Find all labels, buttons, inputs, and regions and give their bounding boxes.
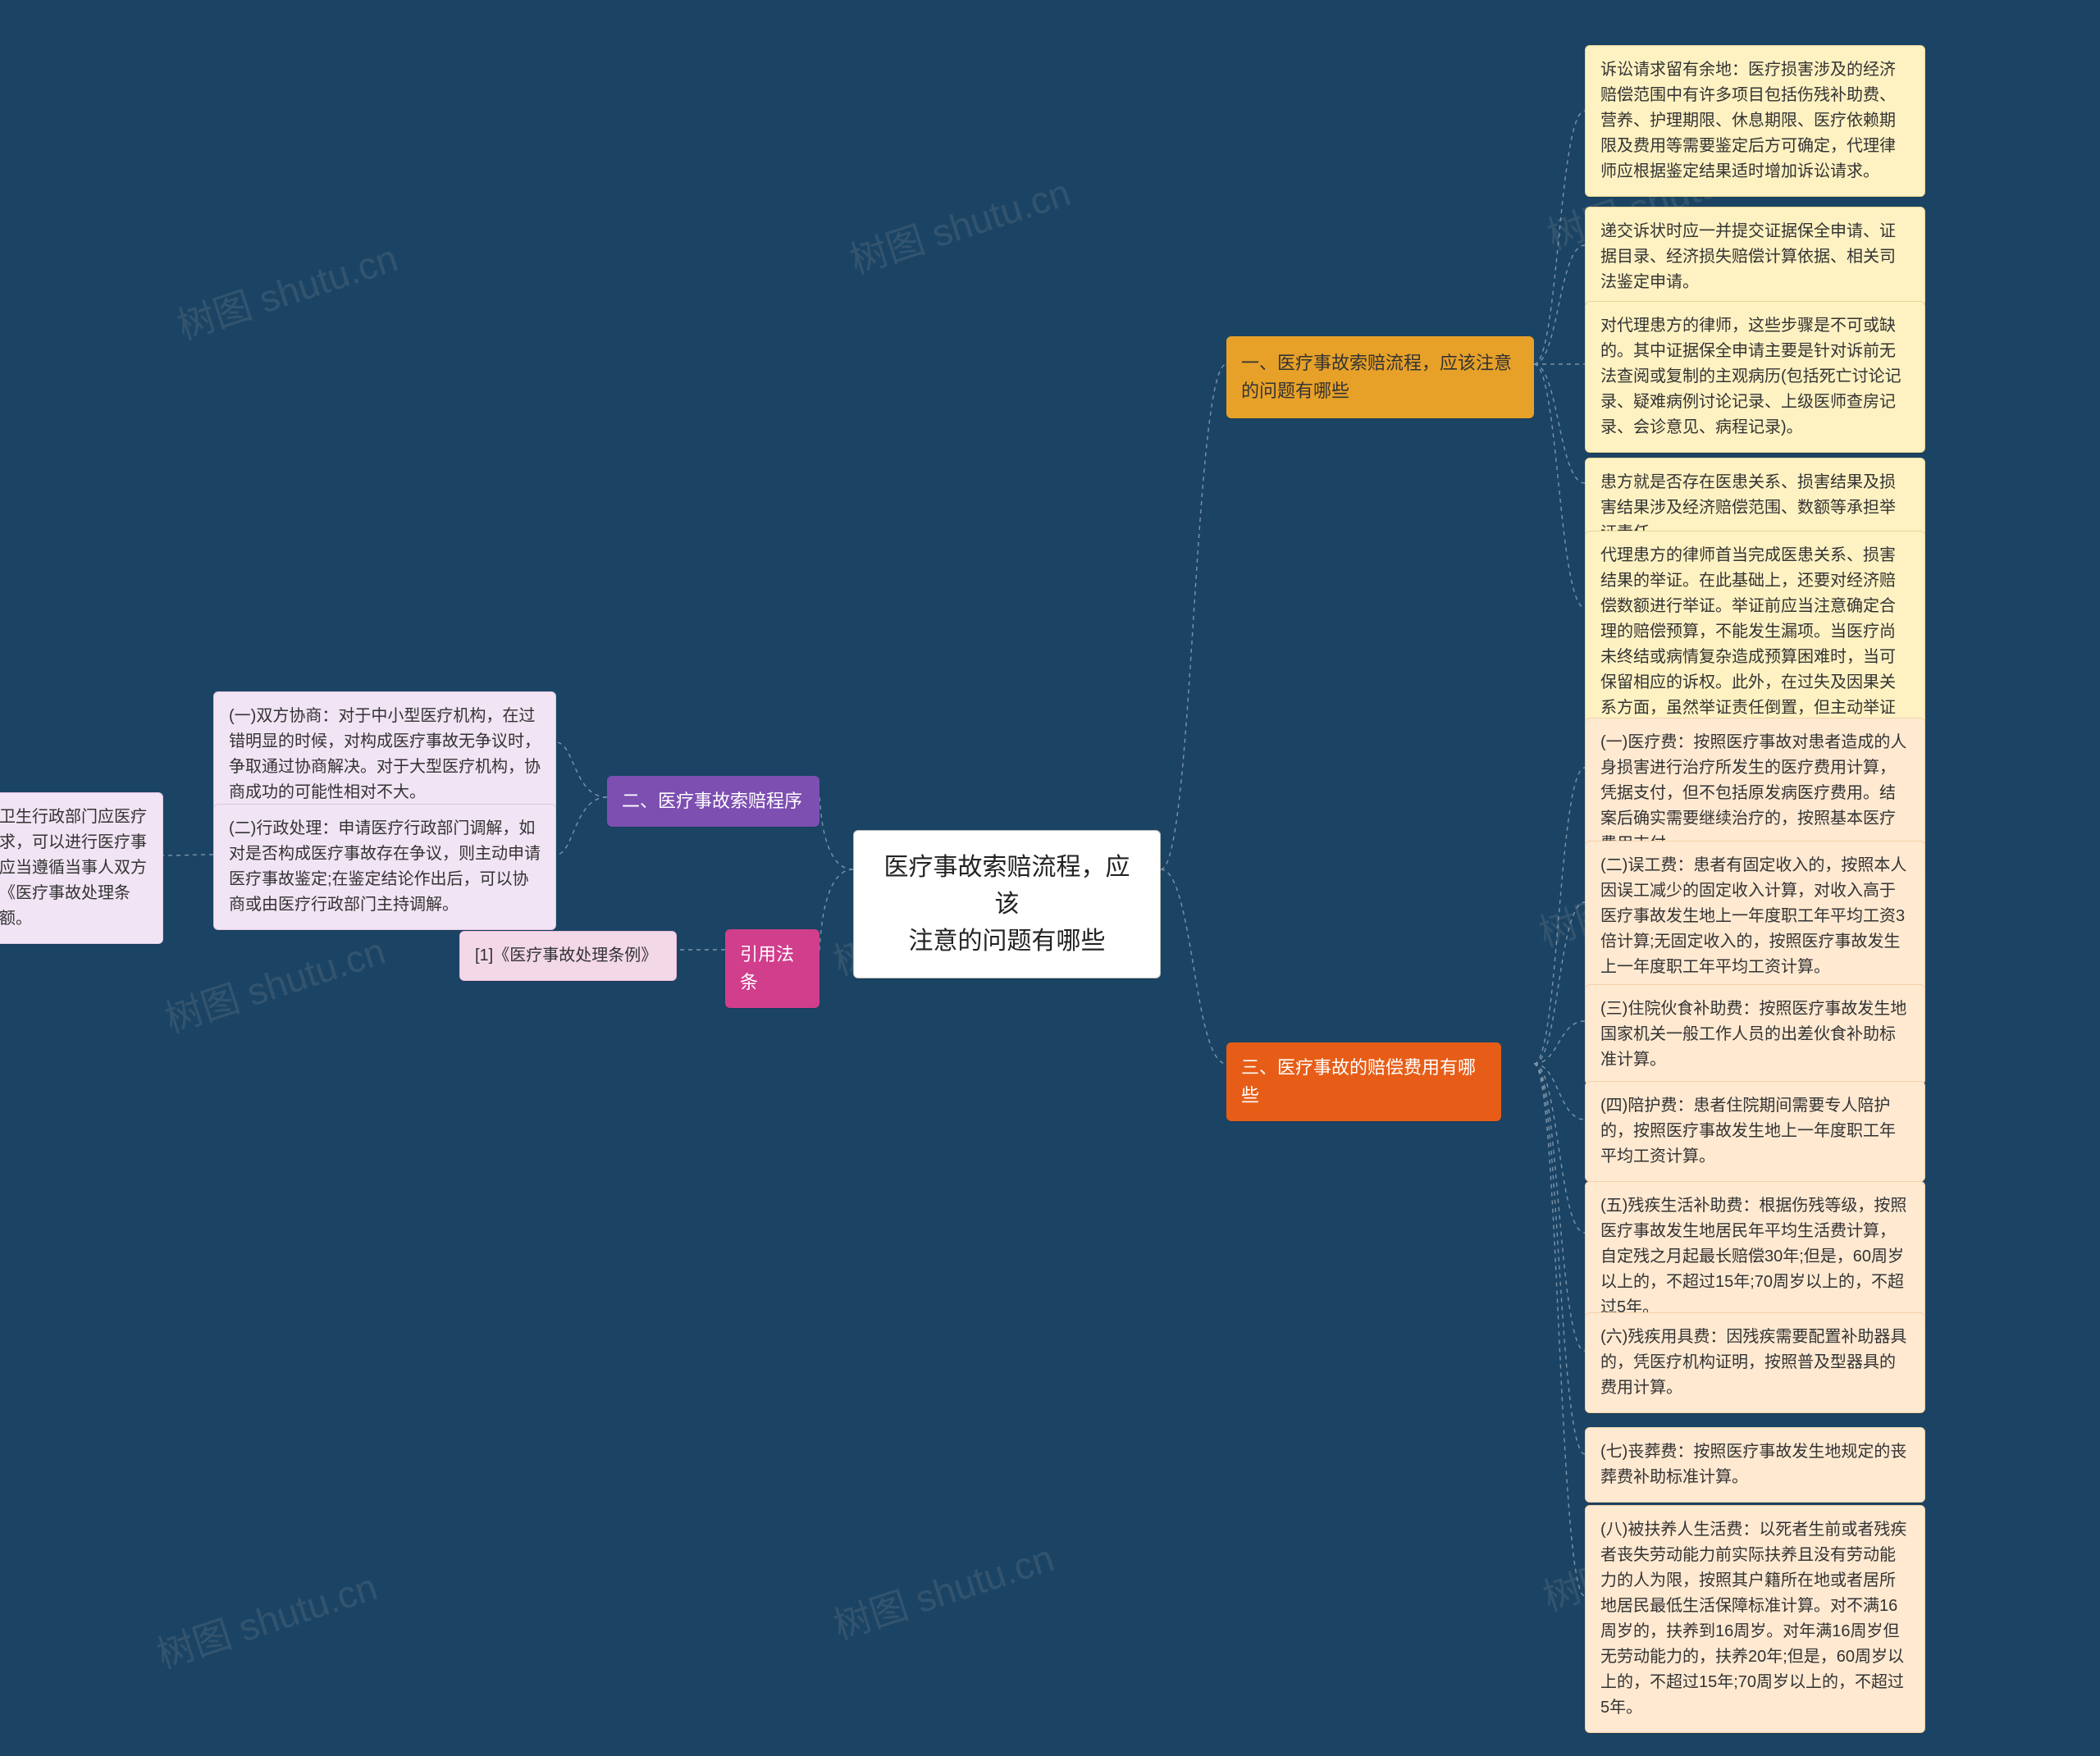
- branch-3-child-2: (二)误工费：患者有固定收入的，按照本人因误工减少的固定收入计算，对收入高于医疗…: [1585, 841, 1925, 992]
- branch-1: 一、医疗事故索赔流程，应该注意 的问题有哪些: [1226, 336, 1534, 418]
- branch-1-label-l1: 一、医疗事故索赔流程，应该注意: [1241, 349, 1519, 377]
- branch-1-child-3: 对代理患方的律师，这些步骤是不可或缺的。其中证据保全申请主要是针对诉前无法查阅或…: [1585, 301, 1925, 453]
- branch-3-child-7: (七)丧葬费：按照医疗事故发生地规定的丧葬费补助标准计算。: [1585, 1427, 1925, 1503]
- watermark: 树图 shutu.cn: [826, 1529, 1060, 1651]
- root-title-line1: 医疗事故索赔流程，应该: [875, 849, 1139, 923]
- branch-3-child-3: (三)住院伙食补助费：按照医疗事故发生地国家机关一般工作人员的出差伙食补助标准计…: [1585, 984, 1925, 1085]
- branch-2-child-3: 已确定为医疗事故的，卫生行政部门应医疗事故争议双方当事人请求，可以进行医疗事故赔…: [0, 792, 163, 944]
- branch-4: 引用法条: [725, 929, 819, 1008]
- branch-1-child-1: 诉讼请求留有余地：医疗损害涉及的经济赔偿范围中有许多项目包括伤残补助费、营养、护…: [1585, 45, 1925, 197]
- branch-1-label-l2: 的问题有哪些: [1241, 377, 1519, 405]
- branch-3-child-8: (八)被扶养人生活费：以死者生前或者残疾者丧失劳动能力前实际扶养且没有劳动能力的…: [1585, 1505, 1925, 1733]
- branch-3-child-4: (四)陪护费：患者住院期间需要专人陪护的，按照医疗事故发生地上一年度职工年平均工…: [1585, 1081, 1925, 1182]
- branch-2: 二、医疗事故索赔程序: [607, 776, 819, 827]
- branch-1-child-2: 递交诉状时应一并提交证据保全申请、证据目录、经济损失赔偿计算依据、相关司法鉴定申…: [1585, 207, 1925, 308]
- watermark: 树图 shutu.cn: [170, 229, 404, 351]
- root-title-line2: 注意的问题有哪些: [875, 923, 1139, 960]
- branch-2-child-2: (二)行政处理：申请医疗行政部门调解，如对是否构成医疗事故存在争议，则主动申请医…: [213, 804, 556, 930]
- watermark: 树图 shutu.cn: [842, 163, 1076, 285]
- root-node: 医疗事故索赔流程，应该 注意的问题有哪些: [853, 830, 1161, 978]
- watermark: 树图 shutu.cn: [149, 1558, 383, 1680]
- branch-3: 三、医疗事故的赔偿费用有哪些: [1226, 1042, 1501, 1121]
- branch-3-child-6: (六)残疾用具费：因残疾需要配置补助器具的，凭医疗机构证明，按照普及型器具的费用…: [1585, 1312, 1925, 1413]
- branch-3-child-5: (五)残疾生活补助费：根据伤残等级，按照医疗事故发生地居民年平均生活费计算，自定…: [1585, 1181, 1925, 1333]
- watermark: 树图 shutu.cn: [158, 922, 391, 1044]
- branch-2-child-1: (一)双方协商：对于中小型医疗机构，在过错明显的时候，对构成医疗事故无争议时，争…: [213, 691, 556, 818]
- branch-4-child-1: [1]《医疗事故处理条例》: [459, 931, 677, 981]
